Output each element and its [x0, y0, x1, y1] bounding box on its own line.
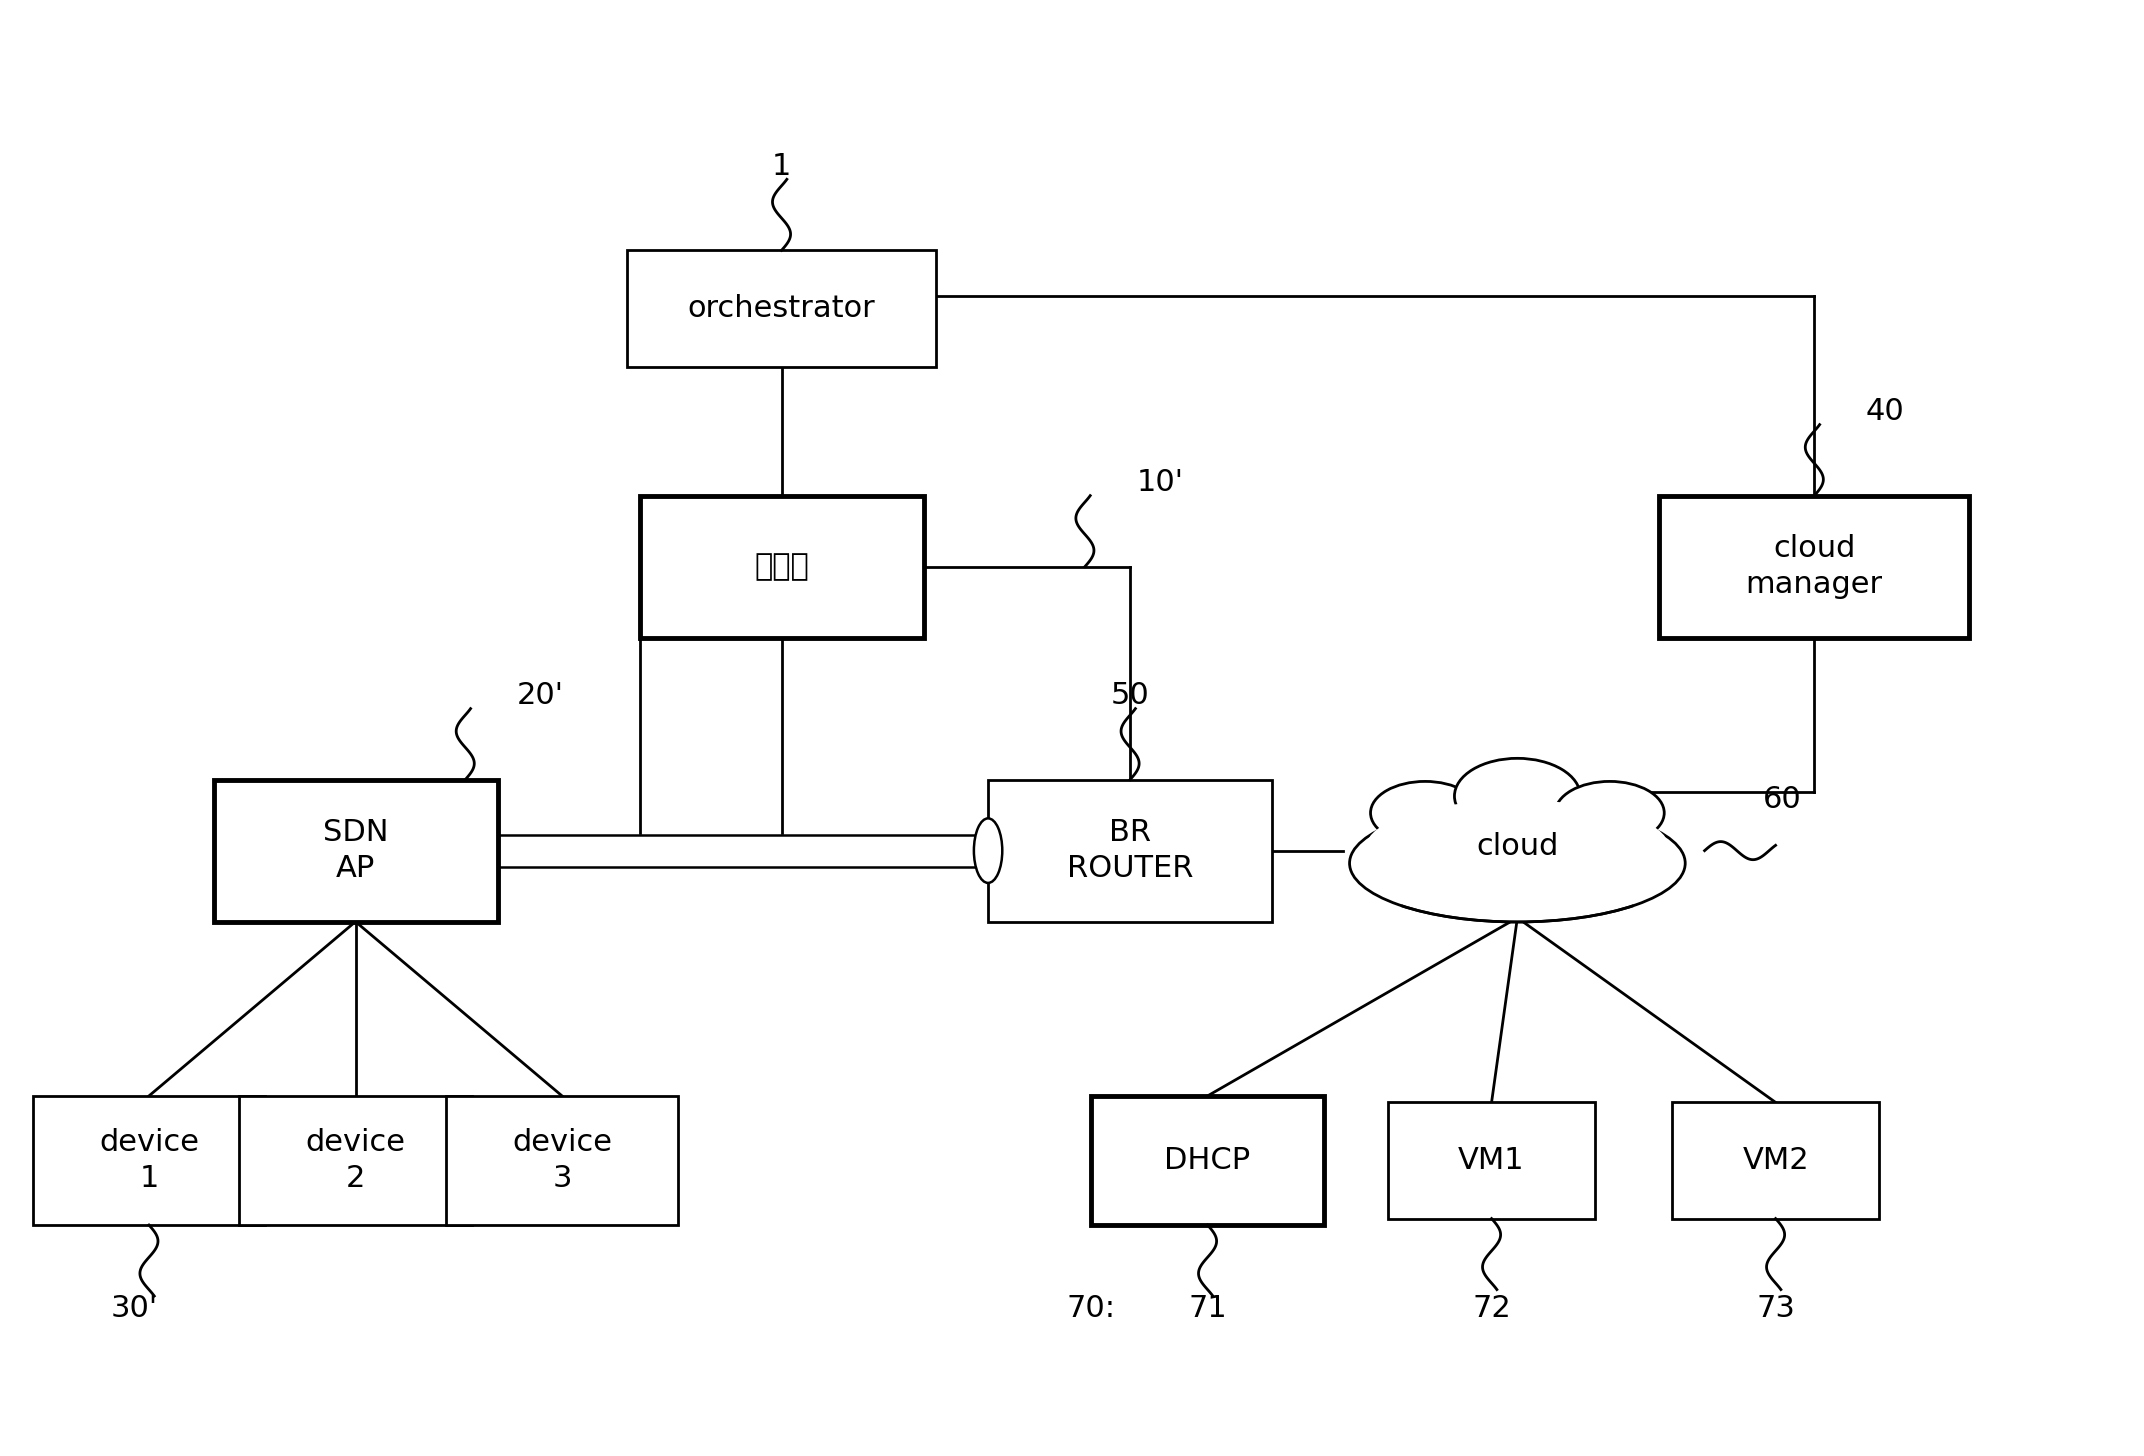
- Ellipse shape: [1366, 801, 1668, 893]
- Text: 50: 50: [1111, 681, 1149, 711]
- Bar: [446, 1096, 678, 1224]
- Text: SDN
AP: SDN AP: [324, 818, 388, 884]
- Text: 73: 73: [1756, 1294, 1795, 1324]
- Bar: [988, 779, 1271, 922]
- Text: device
3: device 3: [512, 1128, 611, 1192]
- Ellipse shape: [973, 818, 1001, 882]
- Text: 20': 20': [517, 681, 564, 711]
- Text: 1: 1: [772, 151, 791, 181]
- Bar: [639, 495, 924, 638]
- Bar: [1672, 1102, 1878, 1219]
- Text: cloud
manager: cloud manager: [1745, 534, 1882, 598]
- Bar: [1659, 495, 1968, 638]
- Text: device
2: device 2: [304, 1128, 405, 1192]
- Bar: [214, 779, 497, 922]
- Text: orchestrator: orchestrator: [688, 294, 875, 323]
- Text: BR
ROUTER: BR ROUTER: [1068, 818, 1194, 884]
- Bar: [626, 250, 937, 367]
- Ellipse shape: [1554, 782, 1664, 844]
- Text: 30': 30': [109, 1294, 157, 1324]
- Text: 제어기: 제어기: [755, 552, 808, 581]
- Text: DHCP: DHCP: [1164, 1146, 1250, 1175]
- Bar: [240, 1096, 472, 1224]
- Text: cloud: cloud: [1477, 831, 1559, 860]
- Text: device
1: device 1: [99, 1128, 199, 1192]
- Text: 60: 60: [1762, 785, 1801, 814]
- Text: 71: 71: [1188, 1294, 1226, 1324]
- Bar: [1091, 1096, 1323, 1224]
- Text: 10': 10': [1136, 469, 1183, 496]
- Bar: [32, 1096, 266, 1224]
- Text: 72: 72: [1473, 1294, 1512, 1324]
- Bar: [1389, 1102, 1595, 1219]
- Text: VM1: VM1: [1458, 1146, 1524, 1175]
- Text: VM2: VM2: [1743, 1146, 1810, 1175]
- Text: 40: 40: [1865, 397, 1904, 427]
- Text: 70:: 70:: [1068, 1294, 1115, 1324]
- Ellipse shape: [1454, 759, 1580, 834]
- Ellipse shape: [1349, 805, 1685, 922]
- Ellipse shape: [1370, 782, 1479, 844]
